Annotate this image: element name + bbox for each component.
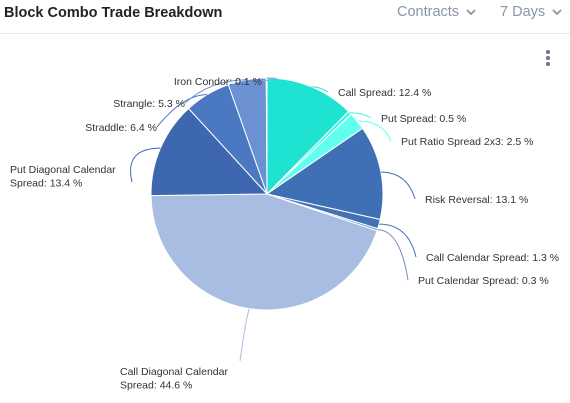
slice-label: Risk Reversal: 13.1 % xyxy=(425,194,528,206)
slice-label: Straddle: 6.4 % xyxy=(85,122,157,134)
pie-slices xyxy=(150,77,384,311)
widget-title: Block Combo Trade Breakdown xyxy=(4,5,223,21)
widget-header: Block Combo Trade Breakdown Contracts 7 … xyxy=(0,0,570,34)
period-dropdown[interactable]: 7 Days xyxy=(500,4,563,20)
pie-slice[interactable] xyxy=(150,193,378,311)
leader-line xyxy=(184,79,248,104)
leader-line xyxy=(349,112,372,119)
slice-label: Call Calendar Spread: 1.3 % xyxy=(426,252,559,264)
leader-line xyxy=(261,77,277,82)
metric-dropdown-label: Contracts xyxy=(397,4,460,20)
pie-slice[interactable] xyxy=(150,107,269,197)
slice-label: Strangle: 5.3 % xyxy=(113,98,185,110)
slice-label: Call Spread: 12.4 % xyxy=(338,87,431,99)
slice-label: Put Diagonal Calendar Spread: 13.4 % xyxy=(10,164,116,190)
kebab-menu-icon[interactable] xyxy=(541,50,555,70)
leader-line xyxy=(239,308,250,362)
leader-line xyxy=(311,86,329,93)
leader-line xyxy=(377,229,409,281)
leader-line xyxy=(380,171,416,200)
slice-label: Call Diagonal Calendar Spread: 44.6 % xyxy=(120,366,228,392)
slice-label: Iron Condor: 0.1 % xyxy=(174,76,262,88)
pie-slice[interactable] xyxy=(265,127,384,221)
leader-line xyxy=(130,147,161,183)
leader-line xyxy=(357,120,392,142)
pie-chart: Call Spread: 12.4 % Put Spread: 0.5 % Put … xyxy=(10,76,559,392)
slice-labels: Call Spread: 12.4 % Put Spread: 0.5 % Put … xyxy=(10,76,559,392)
slice-label: Put Ratio Spread 2x3: 2.5 % xyxy=(401,136,534,148)
metric-dropdown[interactable]: Contracts xyxy=(397,4,477,20)
chevron-down-icon xyxy=(466,9,476,16)
slice-label: Put Calendar Spread: 0.3 % xyxy=(418,275,549,287)
leader-line xyxy=(378,223,417,258)
leader-line xyxy=(156,94,208,128)
leader-lines xyxy=(130,77,417,362)
slice-label: Put Spread: 0.5 % xyxy=(381,113,466,125)
chevron-down-icon xyxy=(552,9,562,16)
period-dropdown-label: 7 Days xyxy=(500,4,546,20)
